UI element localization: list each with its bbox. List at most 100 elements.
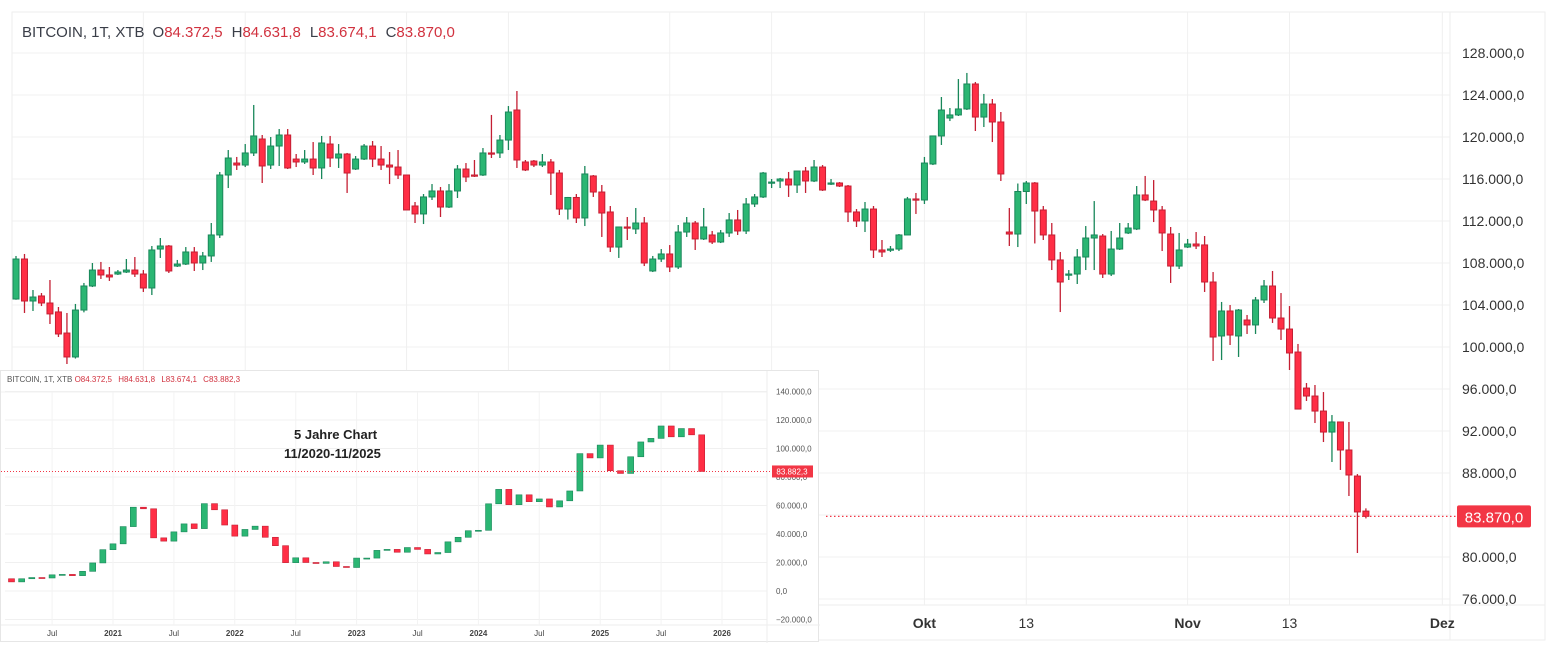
candle-body bbox=[912, 198, 920, 201]
inset-candle bbox=[637, 441, 645, 458]
candle bbox=[1311, 385, 1319, 424]
candle bbox=[216, 171, 224, 239]
inset-candle bbox=[18, 578, 25, 583]
symbol-name: BITCOIN, 1T, XTB bbox=[22, 24, 145, 41]
candle-body bbox=[895, 234, 903, 250]
inset-candle bbox=[393, 549, 401, 553]
candle bbox=[71, 303, 79, 359]
inset-candle bbox=[343, 566, 350, 568]
candle-body bbox=[980, 103, 988, 118]
candle-body bbox=[309, 158, 317, 169]
candle-body bbox=[343, 153, 351, 174]
candle bbox=[1048, 222, 1056, 271]
inset-candle bbox=[454, 536, 462, 543]
inset-candle bbox=[464, 530, 472, 538]
candle-body bbox=[462, 168, 470, 178]
candle-body bbox=[1302, 387, 1310, 397]
candle bbox=[445, 184, 453, 208]
candle-body bbox=[971, 83, 979, 118]
candle-body bbox=[122, 269, 130, 273]
candle-body bbox=[657, 253, 665, 260]
candle bbox=[903, 196, 911, 236]
candle bbox=[122, 259, 130, 273]
inset-candle bbox=[647, 438, 655, 443]
candle bbox=[1252, 297, 1260, 334]
inset-candle bbox=[8, 578, 15, 583]
inset-candle bbox=[444, 541, 452, 553]
candle-body bbox=[114, 271, 122, 275]
high-value: 84.631,8 bbox=[242, 24, 301, 41]
candle-body bbox=[827, 182, 835, 185]
inset-open: O84.372,5 bbox=[74, 375, 112, 384]
candle bbox=[504, 106, 512, 151]
inset-candle bbox=[28, 577, 36, 580]
candle-body bbox=[1362, 510, 1370, 517]
candle-body bbox=[869, 208, 877, 251]
candle-body bbox=[1133, 194, 1141, 230]
y-tick-label: 108.000,0 bbox=[1462, 255, 1524, 271]
candle bbox=[1167, 226, 1175, 283]
candle bbox=[1235, 308, 1243, 357]
candle-body bbox=[886, 248, 894, 251]
candle-body bbox=[1031, 182, 1039, 212]
candle-body bbox=[207, 234, 215, 257]
candle bbox=[267, 137, 275, 170]
candle-body bbox=[233, 162, 241, 166]
candle-body bbox=[708, 234, 716, 243]
y-tick-label: 104.000,0 bbox=[1462, 297, 1524, 313]
candle-body bbox=[1269, 285, 1277, 319]
candle-body bbox=[173, 263, 181, 267]
inset-chart-svg: 140.000,0 120.000,0 100.000,0 80.000,0 60.00… bbox=[1, 371, 820, 643]
candle bbox=[997, 112, 1005, 181]
candle-body bbox=[1141, 194, 1149, 201]
inset-candle bbox=[48, 574, 56, 579]
candle bbox=[224, 150, 232, 189]
inset-candle bbox=[434, 552, 442, 555]
candle-body bbox=[386, 164, 394, 168]
candle-body bbox=[182, 251, 190, 265]
candle-body bbox=[623, 226, 631, 229]
inset-candle bbox=[302, 557, 310, 563]
x-tick-label: Dez bbox=[1430, 615, 1455, 631]
candle bbox=[1319, 392, 1327, 443]
inset-close: C83.882,3 bbox=[203, 375, 241, 384]
candle-body bbox=[589, 175, 597, 193]
candle bbox=[1133, 186, 1141, 231]
inset-candle bbox=[221, 509, 228, 526]
candle-body bbox=[20, 258, 28, 302]
candle-body bbox=[861, 208, 869, 222]
inset-candle bbox=[617, 470, 624, 474]
candle-body bbox=[776, 178, 784, 182]
last-price-label: 83.870,0 bbox=[1465, 509, 1523, 526]
candle bbox=[1124, 222, 1132, 235]
candle bbox=[1014, 183, 1022, 248]
inset-candle bbox=[38, 577, 46, 579]
inset-candle bbox=[190, 523, 198, 529]
candle bbox=[963, 72, 971, 111]
candle bbox=[530, 159, 538, 168]
candle-body bbox=[1056, 259, 1064, 283]
candle-body bbox=[445, 190, 453, 208]
inset-candle bbox=[556, 500, 563, 508]
candle bbox=[403, 174, 411, 211]
candle-body bbox=[1090, 234, 1098, 239]
candle bbox=[623, 217, 631, 241]
high-label: H bbox=[231, 24, 243, 41]
open-label: O bbox=[152, 24, 165, 41]
candle-body bbox=[768, 181, 776, 184]
candle-body bbox=[326, 143, 334, 159]
candle bbox=[937, 96, 945, 145]
candle bbox=[199, 251, 207, 271]
y-tick-label: 112.000,0 bbox=[1462, 213, 1523, 229]
candle bbox=[547, 159, 555, 195]
candle bbox=[190, 247, 198, 271]
candle bbox=[1353, 474, 1361, 554]
candle bbox=[776, 177, 784, 189]
candle bbox=[717, 230, 725, 244]
inset-last-price-label: 83.882,3 bbox=[776, 467, 808, 476]
candle bbox=[139, 270, 147, 292]
candle-body bbox=[131, 269, 139, 275]
candle bbox=[343, 152, 351, 193]
candle bbox=[759, 171, 767, 199]
last-price-badge bbox=[1457, 505, 1531, 528]
